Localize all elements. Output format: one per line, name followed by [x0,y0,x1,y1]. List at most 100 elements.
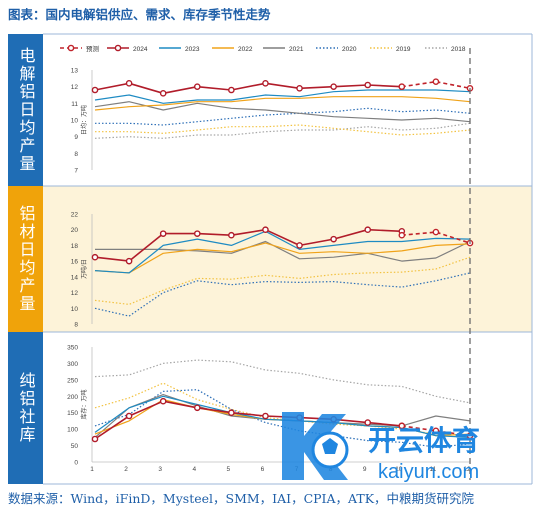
y-axis-label: 日均：万吨 [80,105,88,135]
x-tick-label: 2 [124,466,128,473]
panel1-label: 电解铝日均产量 [8,34,43,186]
legend-item-2023: 2023 [159,46,200,53]
y-tick-label: 22 [71,212,79,219]
legend-label: 预测 [86,44,100,53]
point-预测 [432,228,440,236]
legend-label: 2019 [396,46,411,53]
legend-label: 2022 [238,46,253,53]
y-tick-label: 200 [67,394,78,401]
watermark-logo: 开云体育 kaiyun.com [282,412,480,483]
point-2024 [262,80,269,87]
point-2024 [296,85,303,92]
series-line-2021-p1 [94,101,471,123]
series-line-2019-p2 [94,256,471,305]
y-tick-label: 12 [71,290,79,297]
legend-item-2018: 2018 [425,46,466,53]
point-预测 [432,78,440,85]
y-tick-label: 14 [71,274,79,281]
y-tick-label: 8 [74,151,78,158]
series-line-2018-p3 [94,359,471,404]
x-tick-label: 4 [192,466,196,473]
series-line-2022-p2 [94,242,471,274]
legend-item-2021: 2021 [263,46,304,53]
point-2024 [159,90,167,97]
point-预测 [398,83,406,90]
point-2024 [159,230,167,237]
y-tick-label: 300 [67,361,78,368]
y-tick-label: 150 [67,410,78,417]
y-tick-label: 50 [71,443,79,450]
series-line-2022-p1 [94,96,471,111]
point-2024 [125,80,133,87]
y-tick-label: 18 [71,243,79,250]
series-line-2020-p1 [95,107,471,126]
point-2024 [364,226,372,234]
y-tick-label: 0 [74,460,78,467]
point-2024 [159,397,167,405]
y-tick-label: 8 [74,322,78,329]
y-tick-label: 20 [71,227,79,234]
point-2024 [125,257,133,265]
point-2024 [228,231,235,239]
y-tick-label: 16 [71,259,79,266]
legend-label: 2024 [133,46,148,53]
point-2024 [228,409,235,417]
x-tick-label: 5 [227,466,231,473]
y-axis-label: 库存：万吨 [80,389,88,419]
x-tick-label: 6 [261,466,265,473]
x-tick-label: 12 [463,466,471,473]
point-2024 [262,412,269,420]
y-tick-label: 12 [71,84,79,91]
panel2-label: 铝材日均产量 [8,186,43,332]
watermark-main: 开云体育 [368,424,480,456]
point-2024 [193,230,201,237]
point-2024 [364,419,372,426]
series-line-预测-p1 [401,80,471,90]
y-tick-label: 10 [71,306,79,313]
series-line-2024-p2 [94,228,402,262]
y-tick-label: 250 [67,377,78,384]
point-2024 [91,435,99,443]
legend-item-2024: 2024 [107,44,148,53]
y-tick-label: 10 [71,118,79,125]
data-source: 数据来源：Wind，iFinD，Mysteel，SMM，IAI，CPIA，ATK… [8,491,475,506]
y-tick-label: 7 [74,168,78,175]
point-2024 [228,86,235,94]
series-line-预测-p2 [401,231,471,244]
x-tick-label: 9 [363,466,367,473]
point-预测 [432,427,440,435]
point-2024 [193,83,201,90]
point-2024 [330,235,337,243]
series-line-2023-p2 [94,230,471,274]
legend-label: 2021 [289,46,304,53]
legend-label: 2018 [451,46,466,53]
point-2024 [364,81,372,89]
series-line-2024-p3 [94,400,402,440]
point-2024 [91,86,99,94]
legend-item-预测: 预测 [60,44,100,53]
y-tick-label: 13 [71,68,79,75]
x-tick-label: 1 [90,466,94,473]
point-预测 [398,422,406,430]
x-tick-label: 3 [158,466,162,473]
series-line-2018-p1 [94,122,471,139]
x-tick-label: 10 [395,466,403,473]
series-line-预测-p3 [401,425,471,437]
watermark-sub: kaiyun.com [378,461,479,483]
panel2-background [43,186,532,332]
series-line-2023-p1 [94,89,471,104]
point-2024 [193,404,201,412]
panel3-label: 纯铝社库 [8,332,43,484]
y-tick-label: 100 [67,427,78,434]
x-tick-label: 11 [430,466,437,473]
y-tick-label: 9 [74,134,78,141]
point-预测 [398,231,406,239]
figure-title: 图表：国内电解铝供应、需求、库存季节性走势 [8,7,271,22]
panel-1-plot: 7 8 9 10 11 12 13 日均：万吨 [71,68,474,175]
legend-item-2020: 2020 [316,46,357,53]
point-2024 [296,242,303,249]
panel-2-plot: 8 10 12 14 16 18 20 22 万吨/日 [71,212,474,329]
y-axis-label: 万吨/日 [80,259,88,279]
y-tick-label: 11 [71,101,78,108]
